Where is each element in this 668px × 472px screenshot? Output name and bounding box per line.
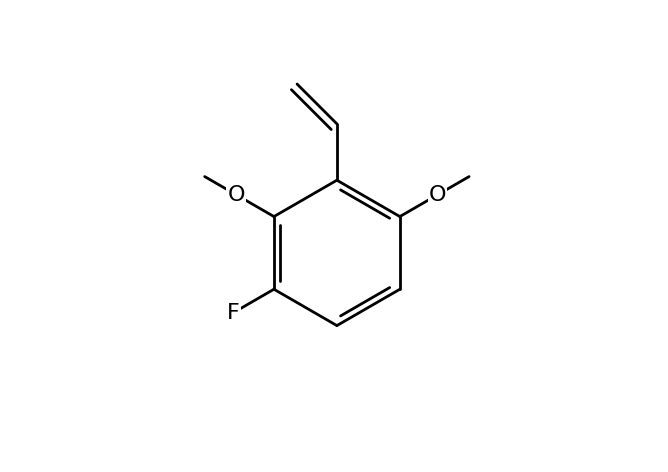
- Text: F: F: [226, 303, 239, 323]
- Text: O: O: [429, 185, 446, 205]
- Text: O: O: [227, 185, 245, 205]
